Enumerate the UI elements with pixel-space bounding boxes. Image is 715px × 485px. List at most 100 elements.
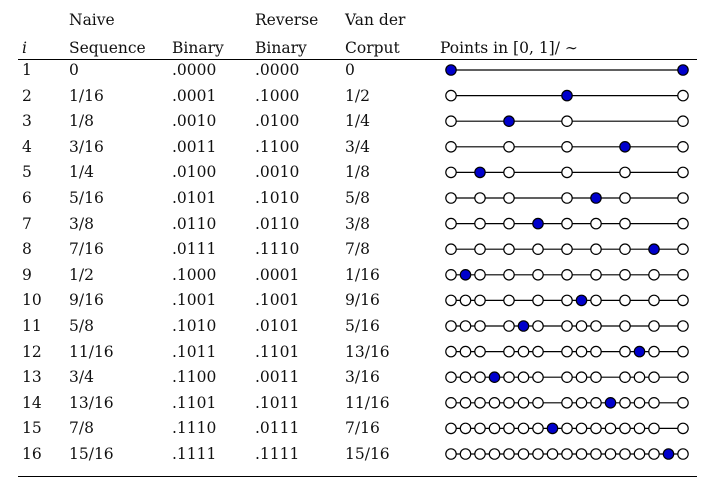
cell-binary: .1110 <box>172 419 217 438</box>
open-point <box>575 371 588 383</box>
cell-reverse: .1000 <box>255 86 300 105</box>
open-point <box>532 422 544 435</box>
open-point <box>590 217 602 230</box>
open-point <box>633 448 646 460</box>
cell-i: 11 <box>22 317 42 335</box>
open-point <box>575 422 588 435</box>
filled-point <box>503 115 515 127</box>
open-point <box>619 217 631 230</box>
cell-i: 13 <box>22 368 42 387</box>
cell-naive: 1/2 <box>69 265 94 284</box>
cell-binary: .0000 <box>172 61 217 79</box>
open-point <box>575 396 588 409</box>
open-point <box>474 422 486 435</box>
open-point <box>648 320 660 332</box>
open-point <box>503 166 515 179</box>
open-point <box>590 345 602 358</box>
open-point <box>677 294 689 307</box>
points-row <box>445 396 689 409</box>
cell-naive: 1/4 <box>69 163 94 182</box>
open-point <box>459 371 472 383</box>
open-point <box>619 294 631 307</box>
header-reverse-line1: Reverse <box>255 11 319 29</box>
open-point <box>633 396 646 409</box>
cell-binary: .1111 <box>172 445 217 463</box>
open-point <box>648 294 660 307</box>
points-row <box>445 422 689 435</box>
points-row <box>445 345 689 358</box>
open-point <box>474 320 486 332</box>
cell-binary: .0001 <box>172 86 217 105</box>
points-row <box>445 294 689 307</box>
cell-reverse: .1100 <box>255 137 300 156</box>
open-point <box>488 422 501 435</box>
open-point <box>445 217 457 230</box>
open-point <box>561 448 573 460</box>
cell-reverse: .0110 <box>255 214 300 233</box>
header-i: i <box>22 39 27 57</box>
cell-i: 16 <box>22 445 42 463</box>
cell-i: 3 <box>22 112 32 131</box>
open-point <box>517 422 530 435</box>
open-point <box>532 268 544 281</box>
open-point <box>677 422 689 435</box>
open-point <box>590 320 602 332</box>
open-point <box>474 268 486 281</box>
points-row <box>445 268 689 281</box>
open-point <box>488 448 501 460</box>
cell-i: 12 <box>22 342 42 361</box>
filled-point <box>459 268 472 281</box>
cell-binary: .1001 <box>172 291 217 310</box>
cell-binary: .0100 <box>172 163 217 182</box>
open-point <box>503 448 515 460</box>
filled-point <box>619 141 631 153</box>
cell-i: 15 <box>22 419 42 438</box>
open-point <box>459 422 472 435</box>
open-point <box>445 345 457 358</box>
open-point <box>575 320 588 332</box>
open-point <box>633 371 646 383</box>
cell-reverse: .0111 <box>255 419 300 438</box>
cell-naive: 11/16 <box>69 342 114 361</box>
cell-naive: 9/16 <box>69 291 104 310</box>
open-point <box>561 371 573 383</box>
open-point <box>677 115 689 127</box>
open-point <box>561 268 573 281</box>
filled-point <box>561 89 573 102</box>
filled-point <box>633 345 646 358</box>
open-point <box>619 345 631 358</box>
open-point <box>619 192 631 204</box>
filled-point <box>445 64 457 76</box>
cell-binary: .1010 <box>172 317 217 335</box>
open-point <box>445 371 457 383</box>
open-point <box>677 141 689 153</box>
cell-vdc: 11/16 <box>345 393 390 412</box>
open-point <box>459 396 472 409</box>
open-point <box>677 89 689 102</box>
open-point <box>503 294 515 307</box>
open-point <box>546 448 559 460</box>
header-vdc-line1: Van der <box>345 11 406 29</box>
open-point <box>517 448 530 460</box>
open-point <box>648 396 660 409</box>
open-point <box>604 448 617 460</box>
cell-reverse: .0001 <box>255 265 300 284</box>
open-point <box>503 396 515 409</box>
cell-reverse: .1011 <box>255 393 300 412</box>
cell-binary: .0011 <box>172 137 217 156</box>
cell-vdc: 1/4 <box>345 112 370 131</box>
open-point <box>590 448 602 460</box>
open-point <box>503 268 515 281</box>
cell-i: 10 <box>22 291 42 310</box>
open-point <box>604 422 617 435</box>
points-row <box>445 320 689 332</box>
cell-naive: 15/16 <box>69 445 114 463</box>
open-point <box>677 166 689 179</box>
cell-vdc: 7/8 <box>345 240 370 259</box>
cell-vdc: 13/16 <box>345 342 390 361</box>
open-point <box>590 396 602 409</box>
open-point <box>445 89 457 102</box>
open-point <box>561 243 573 255</box>
open-point <box>445 320 457 332</box>
